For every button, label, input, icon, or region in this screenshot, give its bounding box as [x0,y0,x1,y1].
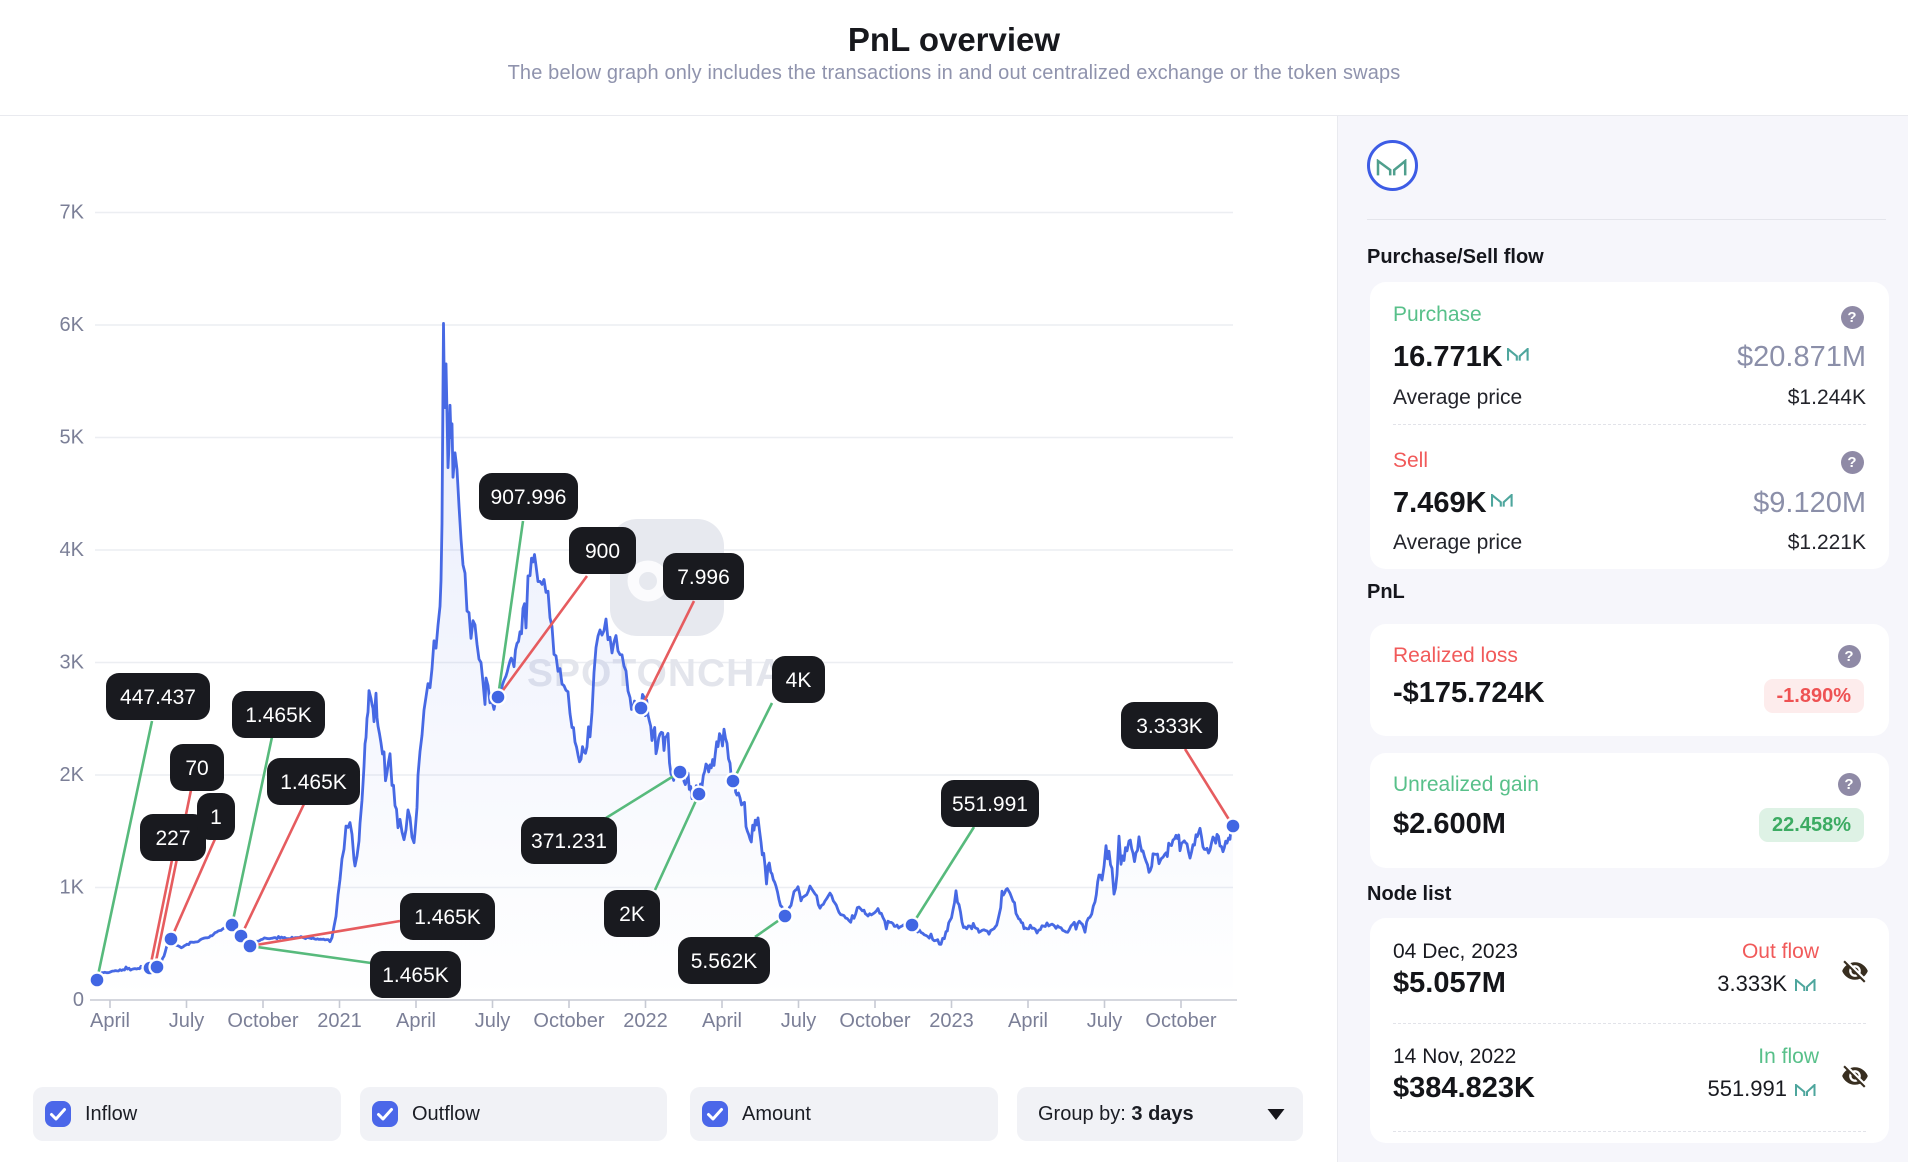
svg-text:April: April [1008,1010,1048,1032]
svg-text:July: July [781,1010,817,1032]
svg-text:907.996: 907.996 [491,486,567,509]
svg-text:551.991: 551.991 [952,793,1028,816]
svg-text:4K: 4K [60,539,85,561]
svg-text:2023: 2023 [929,1010,974,1032]
svg-text:1K: 1K [60,877,85,899]
svg-text:4K: 4K [786,669,812,692]
svg-text:October: October [533,1010,604,1032]
svg-text:227: 227 [155,827,190,850]
svg-text:900: 900 [585,540,620,563]
svg-text:1.465K: 1.465K [414,906,481,929]
svg-text:447.437: 447.437 [120,686,196,709]
svg-text:July: July [1087,1010,1123,1032]
svg-text:3.333K: 3.333K [1136,715,1203,738]
svg-text:October: October [227,1010,298,1032]
svg-text:1.465K: 1.465K [280,771,347,794]
svg-text:2K: 2K [619,903,645,926]
svg-text:6K: 6K [60,314,85,336]
svg-text:3K: 3K [60,652,85,674]
svg-text:2K: 2K [60,764,85,786]
svg-text:1.465K: 1.465K [382,964,449,987]
svg-text:5K: 5K [60,427,85,449]
svg-text:7K: 7K [60,202,85,224]
svg-text:7.996: 7.996 [677,566,730,589]
svg-text:April: April [90,1010,130,1032]
svg-text:1: 1 [210,806,222,829]
svg-text:5.562K: 5.562K [691,950,758,973]
svg-text:October: October [1145,1010,1216,1032]
svg-text:1.465K: 1.465K [245,704,312,727]
svg-text:July: July [475,1010,511,1032]
svg-text:April: April [396,1010,436,1032]
svg-text:2021: 2021 [317,1010,362,1032]
svg-text:2022: 2022 [623,1010,668,1032]
svg-text:July: July [169,1010,205,1032]
svg-text:371.231: 371.231 [531,830,607,853]
svg-text:0: 0 [73,989,84,1011]
svg-text:April: April [702,1010,742,1032]
svg-text:October: October [839,1010,910,1032]
svg-text:70: 70 [185,757,208,780]
